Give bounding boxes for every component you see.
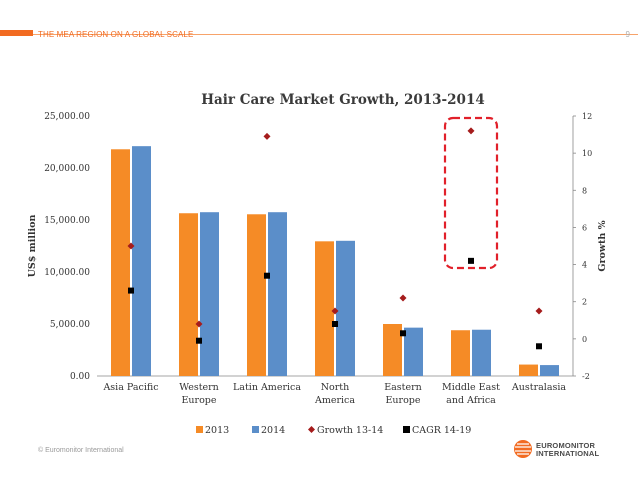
growth-marker xyxy=(263,132,271,140)
legend-swatch xyxy=(196,426,203,433)
legend-label: CAGR 14-19 xyxy=(412,425,471,436)
bar-2013 xyxy=(383,324,402,376)
cagr-marker xyxy=(264,272,270,279)
x-tick-label: Middle East xyxy=(442,382,500,393)
x-tick-label: Eastern xyxy=(384,382,422,393)
bar-2013 xyxy=(247,214,266,376)
legend-label: 2014 xyxy=(261,425,285,436)
growth-marker xyxy=(127,242,135,250)
cagr-marker xyxy=(400,330,406,337)
x-tick-label: Latin America xyxy=(233,382,301,393)
bar-2013 xyxy=(179,213,198,376)
y-tick-label: 20,000.00 xyxy=(44,164,90,174)
bar-2014 xyxy=(336,240,355,376)
cagr-marker xyxy=(536,343,542,350)
y-tick-label: 0.00 xyxy=(70,372,90,382)
y2-tick-label: 12 xyxy=(582,112,592,121)
logo-wordmark-line1: EUROMONITOR xyxy=(536,441,596,450)
y2-tick-label: 0 xyxy=(582,335,587,344)
y2-tick-label: 8 xyxy=(582,186,587,195)
legend-swatch xyxy=(308,426,315,433)
bar-2014 xyxy=(404,327,423,376)
bar-2014 xyxy=(472,329,491,376)
growth-marker xyxy=(399,294,407,302)
copyright-notice: © Euromonitor International xyxy=(38,447,124,454)
y2-tick-label: 4 xyxy=(582,261,587,270)
legend-label: Growth 13-14 xyxy=(317,425,383,436)
y-axis-title: US$ million xyxy=(27,215,38,278)
bar-2014 xyxy=(268,212,287,376)
cagr-marker xyxy=(128,287,134,294)
y2-tick-label: 2 xyxy=(582,298,587,307)
x-tick-label: Australasia xyxy=(511,382,566,393)
growth-marker xyxy=(535,307,543,315)
y-tick-label: 10,000.00 xyxy=(44,268,90,278)
growth-marker xyxy=(195,320,203,328)
page-number: 9 xyxy=(625,30,630,39)
bar-2013 xyxy=(519,364,538,376)
bar-2013 xyxy=(111,149,130,376)
y2-tick-label: 6 xyxy=(582,223,587,232)
x-tick-label: Asia Pacific xyxy=(102,382,158,393)
logo-globe-icon xyxy=(514,440,532,458)
bar-2013 xyxy=(451,330,470,376)
header-accent-bar xyxy=(0,30,33,36)
cagr-marker xyxy=(468,257,474,264)
chart-title: Hair Care Market Growth, 2013-2014 xyxy=(201,92,485,108)
bar-2014 xyxy=(540,365,559,376)
y2-axis-title: Growth % xyxy=(597,220,608,271)
euromonitor-logo: EUROMONITOR INTERNATIONAL xyxy=(512,438,604,460)
x-tick-label: America xyxy=(314,395,355,406)
x-tick-label: Europe xyxy=(385,395,420,406)
x-tick-label: Europe xyxy=(181,395,216,406)
cagr-marker xyxy=(196,337,202,344)
legend-swatch xyxy=(403,426,410,433)
legend-swatch xyxy=(252,426,259,433)
cagr-marker xyxy=(332,321,338,327)
logo-wordmark-line2: INTERNATIONAL xyxy=(536,449,600,458)
growth-marker xyxy=(467,127,475,135)
growth-marker xyxy=(331,307,339,315)
y2-tick-label: 10 xyxy=(582,149,592,158)
y-tick-label: 25,000.00 xyxy=(44,112,90,122)
legend-label: 2013 xyxy=(205,425,229,436)
y-tick-label: 15,000.00 xyxy=(44,216,90,226)
x-tick-label: Western xyxy=(179,382,219,393)
x-tick-label: and Africa xyxy=(446,395,496,406)
x-tick-label: North xyxy=(321,382,350,393)
mea-highlight-box xyxy=(443,116,499,270)
header-rule xyxy=(33,34,638,35)
y2-tick-label: -2 xyxy=(582,372,590,381)
slide-section-title: THE MEA REGION ON A GLOBAL SCALE xyxy=(38,30,194,39)
bar-2014 xyxy=(200,212,219,376)
y-tick-label: 5,000.00 xyxy=(50,320,90,330)
bar-2013 xyxy=(315,241,334,376)
bar-2014 xyxy=(132,146,151,376)
